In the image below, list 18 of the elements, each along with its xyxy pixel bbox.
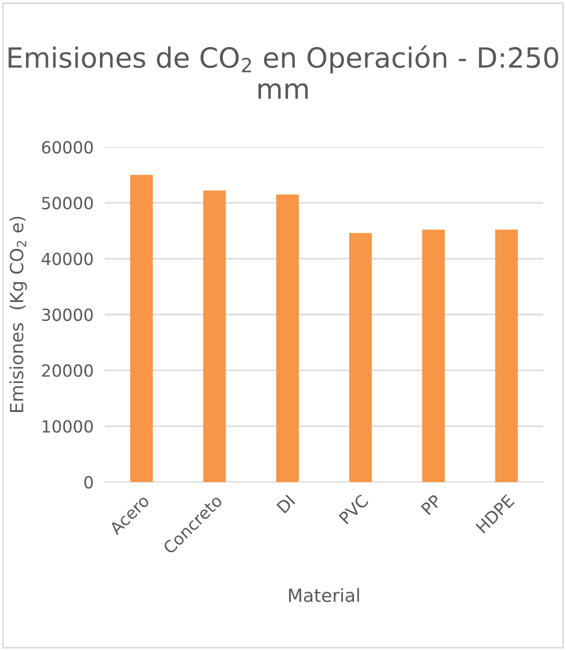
y-tick-label: 50000 <box>42 196 93 210</box>
chart-title: Emisiones de CO$_{2}$ en Operación - D:250 mm <box>8 45 558 99</box>
bar <box>422 230 445 482</box>
x-tick-label: PP <box>420 494 442 516</box>
bar <box>276 194 299 482</box>
y-tick-label: 60000 <box>42 140 93 154</box>
x-tick-label: DI <box>276 494 296 514</box>
y-axis-title: Emisiones (Kg CO$_{2}$ e) <box>9 216 27 412</box>
y-tick-label: 10000 <box>42 420 93 433</box>
bar <box>130 174 153 482</box>
y-tick-label: 20000 <box>42 364 93 377</box>
y-tick-label: 40000 <box>42 252 93 266</box>
x-axis-title: Material <box>289 588 359 602</box>
y-tick-label: 0 <box>84 476 93 489</box>
bar <box>349 232 372 482</box>
bar <box>495 230 518 482</box>
y-tick-label: 30000 <box>42 308 93 322</box>
bar <box>203 190 226 482</box>
